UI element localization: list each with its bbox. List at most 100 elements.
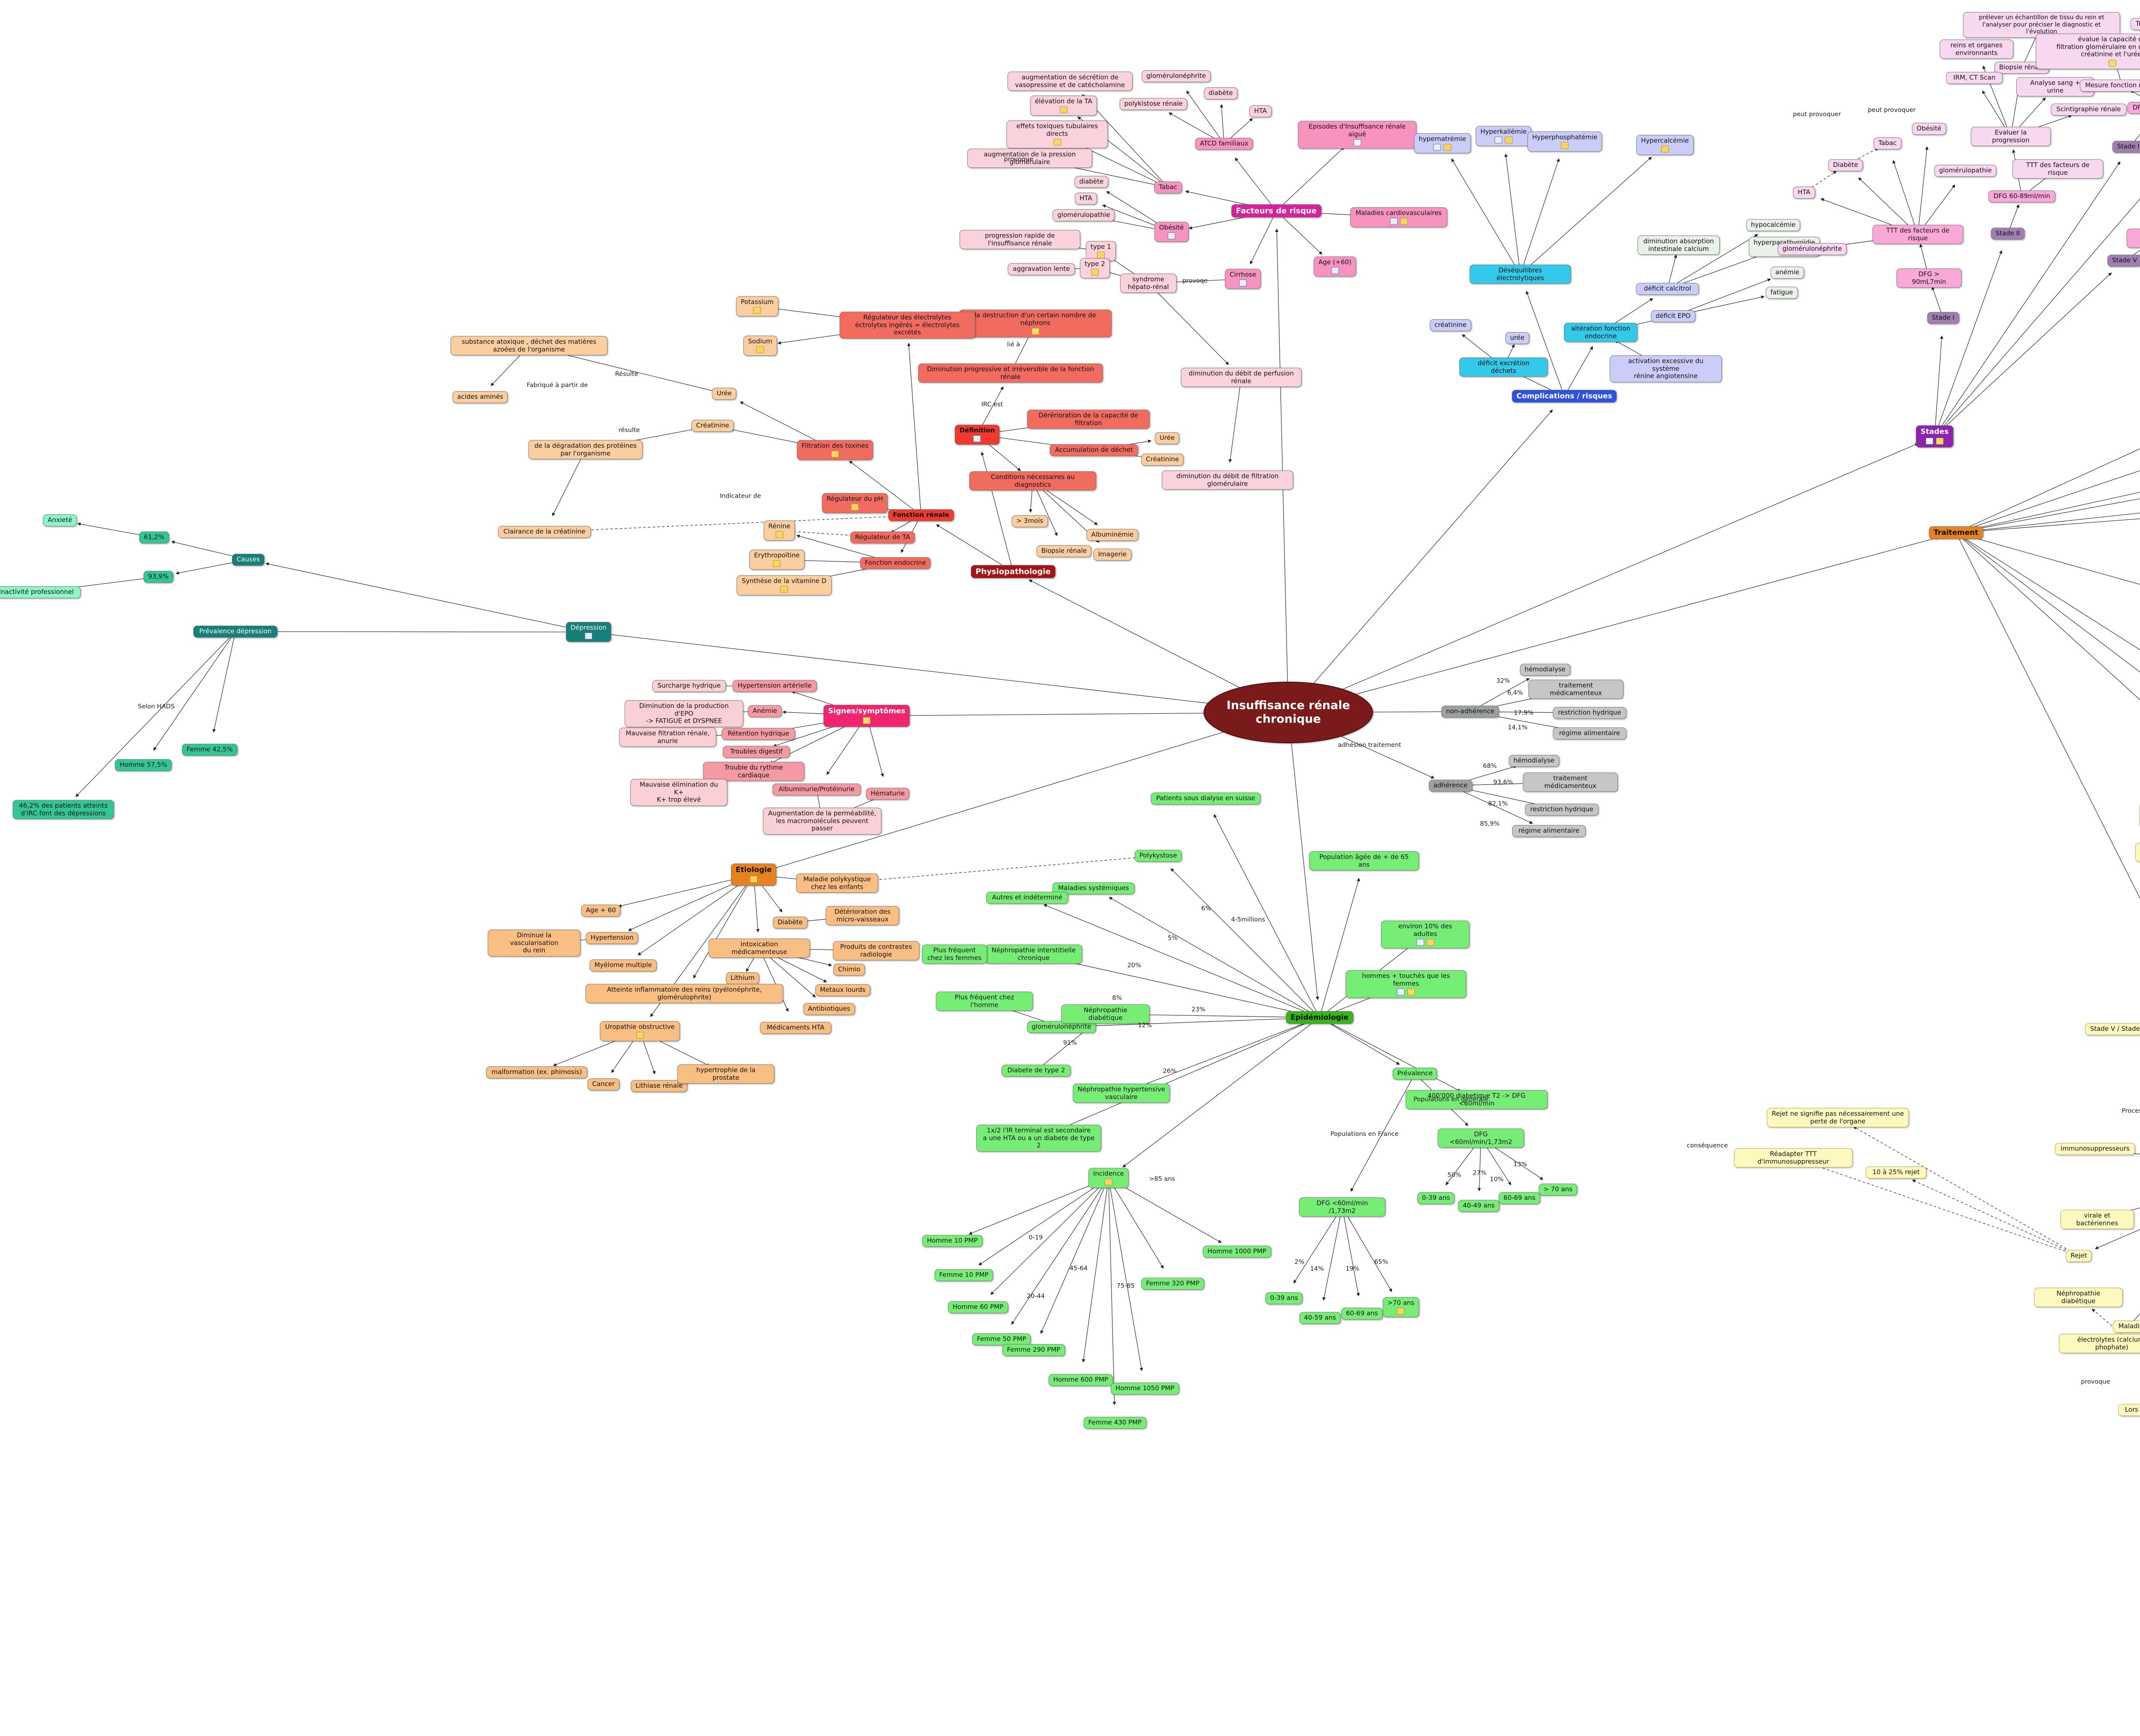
mindmap-node-e20[interactable]: hypertrophie de la prostate <box>677 1064 775 1084</box>
mindmap-node-st10[interactable]: Stade II <box>1991 228 2025 240</box>
mindmap-node-st21[interactable]: DFG 30-59ml/min <box>2127 102 2140 114</box>
mindmap-node-t2[interactable]: Anxieté <box>43 514 77 526</box>
mindmap-node-d1[interactable]: Définition <box>954 424 1000 445</box>
mindmap-node-c1[interactable]: déficit excrétion déchets <box>1459 357 1548 377</box>
document-icon[interactable] <box>1433 144 1441 151</box>
mindmap-node-d16[interactable]: Fonction endocrine <box>860 557 931 569</box>
note-icon[interactable] <box>1443 144 1451 151</box>
mindmap-node-g7[interactable]: Rejet ne signifie pas nécessairement une… <box>1767 1108 1909 1128</box>
mindmap-node-s12[interactable]: Augmentation de la perméabilité, les mac… <box>763 807 882 835</box>
mindmap-node-e8[interactable]: Intoxication médicamenteuse <box>708 938 810 958</box>
mindmap-node-e5[interactable]: Myélome multiple <box>589 959 657 971</box>
mindmap-node-st35[interactable]: DFG < 15ml/min <box>2126 228 2140 248</box>
mindmap-node-f11[interactable]: Obésité <box>1154 222 1189 242</box>
mindmap-node-e12[interactable]: Antibiotiques <box>803 1003 855 1015</box>
mindmap-node-p17[interactable]: Femme 290 PMP <box>1002 1344 1065 1356</box>
mindmap-node-f16[interactable]: Maladies cardiovasculaires <box>1350 207 1447 228</box>
document-icon[interactable] <box>1390 218 1397 225</box>
mindmap-node-f21[interactable]: type 2 <box>1080 258 1110 279</box>
mindmap-node-d0[interactable]: Physiopathologie <box>971 565 1055 579</box>
mindmap-node-s9[interactable]: Mauvaise élimination du K+ K+ trop élevé <box>630 779 728 806</box>
mindmap-node-st22[interactable]: Traiter les complications <box>2130 18 2140 30</box>
mindmap-node-e19[interactable]: Lithiase rénale <box>630 1080 688 1092</box>
mindmap-node-d27[interactable]: acides aminés <box>452 391 508 403</box>
mindmap-node-st3[interactable]: HTA <box>1793 187 1815 199</box>
mindmap-node-st5[interactable]: Tabac <box>1873 137 1902 149</box>
mindmap-node-t6[interactable]: Homme 57,5% <box>115 759 172 771</box>
mindmap-node-f3[interactable]: polykistose rénale <box>1119 98 1188 110</box>
mindmap-node-f5[interactable]: HTA <box>1249 105 1272 117</box>
mindmap-node-s1[interactable]: Hypertension artérielle <box>732 680 817 692</box>
mindmap-node-s2[interactable]: Surcharge hydrique <box>652 680 726 692</box>
mindmap-node-st9[interactable]: Evaluer la progression <box>1971 127 2051 146</box>
mindmap-node-p15[interactable]: Homme 60 PMP <box>948 1301 1008 1313</box>
mindmap-node-p31[interactable]: DFG <60ml/min /1,73m2 <box>1299 1197 1385 1217</box>
note-icon[interactable] <box>850 504 859 511</box>
document-icon[interactable] <box>1416 939 1424 946</box>
mindmap-node-a2[interactable]: hémodialyse <box>1520 664 1570 676</box>
mindmap-node-d18[interactable]: Erythropoïtine <box>749 549 805 570</box>
mindmap-node-t0[interactable]: Dépression <box>566 622 611 642</box>
mindmap-node-p35[interactable]: >70 ans <box>1382 1297 1419 1318</box>
mindmap-node-a8[interactable]: traitement médicamenteux <box>1523 772 1618 792</box>
mindmap-node-p36[interactable]: Population âgée de + de 65 ans <box>1309 851 1419 871</box>
mindmap-node-f4[interactable]: diabète <box>1204 87 1238 99</box>
mindmap-node-st1[interactable]: DFG > 90mL7min <box>1896 268 1962 288</box>
mindmap-node-f20[interactable]: type 1 <box>1086 241 1116 261</box>
mindmap-node-s11[interactable]: Hématurie <box>866 788 910 800</box>
mindmap-node-c5[interactable]: hypernatrémie <box>1414 133 1471 154</box>
note-icon[interactable] <box>775 531 783 538</box>
document-icon[interactable] <box>1494 137 1502 144</box>
mindmap-node-f24[interactable]: diminution du débit de perfusion rénale <box>1181 368 1302 387</box>
mindmap-node-g18[interactable]: Néphropathie diabétique <box>2034 1288 2123 1307</box>
mindmap-node-g6[interactable]: Rejet <box>2066 1250 2092 1262</box>
mindmap-node-f7[interactable]: augmentation de sécrétion de vasopressin… <box>1008 71 1132 91</box>
mindmap-node-e6[interactable]: Diabète <box>773 917 808 929</box>
mindmap-node-c8[interactable]: Hypercalcémie <box>1636 135 1694 155</box>
note-icon[interactable] <box>1561 142 1569 149</box>
note-icon[interactable] <box>636 1032 644 1039</box>
document-icon[interactable] <box>1239 279 1247 287</box>
mindmap-node-p19[interactable]: Homme 1050 PMP <box>1111 1383 1179 1395</box>
mindmap-node-f18[interactable]: Cirrhose <box>1225 269 1261 289</box>
mindmap-node-g13[interactable]: Maladie cardio-vasculaire <box>2113 1321 2140 1332</box>
mindmap-node-C0[interactable]: Insuffisance rénale chronique <box>1204 682 1373 743</box>
mindmap-node-f23[interactable]: aggravation lente <box>1008 263 1075 275</box>
mindmap-node-st34[interactable]: Stade V <box>2107 255 2140 267</box>
mindmap-node-t1[interactable]: Causes <box>232 554 265 566</box>
mindmap-node-p13[interactable]: Homme 10 PMP <box>922 1235 983 1247</box>
mindmap-node-f1[interactable]: ATCD familiaux <box>1195 138 1253 150</box>
mindmap-node-p9[interactable]: Néphropathie diabétique <box>1061 1004 1150 1024</box>
note-icon[interactable] <box>750 876 758 883</box>
mindmap-node-st0[interactable]: Stades <box>1916 425 1953 448</box>
note-icon[interactable] <box>1504 137 1513 144</box>
mindmap-node-stI[interactable]: Stade I <box>1927 312 1959 324</box>
mindmap-node-p3[interactable]: Autres et indéterminé <box>986 892 1068 904</box>
mindmap-node-f22[interactable]: progression rapide de l'insuffisance rén… <box>960 230 1080 249</box>
note-icon[interactable] <box>1407 988 1415 996</box>
mindmap-node-d5[interactable]: Créatinine <box>1141 454 1184 466</box>
note-icon[interactable] <box>1053 139 1061 146</box>
mindmap-node-s10[interactable]: Albuminurie/Protéinurie <box>772 783 861 795</box>
mindmap-node-d29[interactable]: Clairance de la créatinine <box>498 526 591 538</box>
note-icon[interactable] <box>1091 269 1099 276</box>
mindmap-node-e7[interactable]: Détérioration des micro-vaisseaux <box>826 906 899 926</box>
mindmap-node-f6[interactable]: Tabac <box>1154 181 1182 193</box>
mindmap-node-p20[interactable]: Femme 430 PMP <box>1083 1417 1147 1429</box>
mindmap-node-e11[interactable]: Metaux lourds <box>815 984 871 996</box>
mindmap-node-e13[interactable]: Médicaments HTA <box>760 1022 832 1034</box>
mindmap-node-e15[interactable]: Atteinte inflammatoire des reins (pyélon… <box>586 984 783 1003</box>
mindmap-node-f10[interactable]: augmentation de la pression glomérulaire <box>967 148 1092 168</box>
mindmap-node-d22[interactable]: Potassium <box>736 296 779 317</box>
mindmap-node-p33[interactable]: 40-59 ans <box>1299 1312 1341 1324</box>
mindmap-node-p5[interactable]: Plus fréquent chez les femmes <box>922 944 987 964</box>
document-icon[interactable] <box>973 435 981 442</box>
mindmap-node-f19[interactable]: syndrome hépato-rénal <box>1120 273 1177 293</box>
mindmap-node-p34[interactable]: 60-69 ans <box>1341 1308 1383 1320</box>
mindmap-node-e9[interactable]: Produits de contrastes radiologie <box>833 941 919 961</box>
mindmap-node-p21[interactable]: Homme 1000 PMP <box>1203 1246 1271 1258</box>
mindmap-node-d7[interactable]: > 3mois <box>1011 515 1048 527</box>
document-icon[interactable] <box>1353 139 1361 146</box>
mindmap-node-st7[interactable]: glomérulopathie <box>1934 165 1997 177</box>
